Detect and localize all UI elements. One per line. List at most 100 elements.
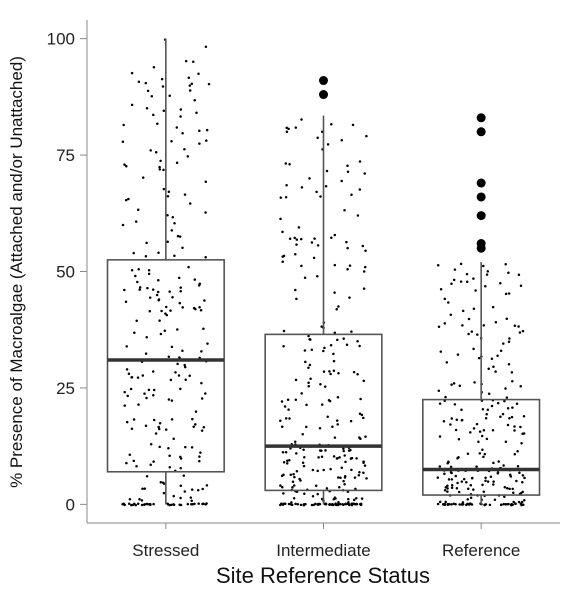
- jitter-point: [478, 430, 482, 433]
- jitter-point: [520, 442, 523, 445]
- jitter-point: [359, 437, 362, 440]
- jitter-point: [503, 399, 506, 403]
- jitter-point: [132, 418, 136, 421]
- jitter-point: [467, 332, 470, 336]
- jitter-point: [127, 372, 131, 375]
- jitter-point: [204, 45, 208, 49]
- jitter-point: [279, 217, 282, 221]
- jitter-point: [166, 240, 169, 244]
- jitter-point: [317, 502, 321, 506]
- jitter-point: [184, 378, 187, 382]
- jitter-point: [134, 220, 138, 223]
- jitter-point: [504, 387, 507, 390]
- jitter-point: [152, 460, 155, 463]
- jitter-point: [518, 471, 521, 474]
- jitter-point: [170, 139, 173, 143]
- y-axis-title: % Presence of Macroalgae (Attached and/o…: [7, 56, 26, 488]
- jitter-point: [138, 288, 141, 291]
- jitter-point: [316, 492, 319, 496]
- box-reference: [422, 398, 541, 496]
- jitter-point: [500, 503, 503, 507]
- jitter-point: [195, 111, 198, 114]
- jitter-point: [337, 305, 340, 308]
- jitter-point: [517, 273, 521, 277]
- jitter-point: [450, 417, 454, 420]
- jitter-point: [179, 387, 182, 391]
- jitter-point: [282, 329, 286, 333]
- jitter-point: [303, 492, 306, 495]
- y-tick-label: 25: [56, 379, 75, 398]
- jitter-point: [336, 423, 339, 426]
- jitter-point: [453, 403, 457, 406]
- jitter-point: [438, 465, 442, 468]
- jitter-point: [282, 460, 286, 464]
- jitter-point: [178, 235, 182, 238]
- jitter-point: [330, 236, 333, 240]
- jitter-point: [333, 436, 337, 439]
- jitter-point: [169, 309, 172, 312]
- jitter-point: [312, 503, 316, 507]
- jitter-point: [308, 363, 312, 367]
- jitter-point: [144, 81, 148, 85]
- jitter-point: [173, 221, 176, 225]
- jitter-point: [295, 243, 298, 246]
- jitter-point: [171, 216, 175, 219]
- jitter-point: [144, 352, 148, 355]
- jitter-point: [299, 503, 303, 507]
- jitter-point: [485, 437, 489, 441]
- jitter-point: [309, 338, 312, 341]
- jitter-point: [497, 460, 500, 463]
- jitter-point: [472, 347, 475, 351]
- jitter-point: [294, 502, 297, 506]
- jitter-point: [130, 268, 134, 272]
- jitter-point: [465, 480, 468, 484]
- jitter-point: [519, 385, 522, 388]
- outlier-point: [476, 211, 486, 221]
- jitter-point: [444, 395, 447, 399]
- jitter-point: [446, 484, 449, 488]
- jitter-point: [484, 503, 488, 506]
- jitter-point: [182, 474, 186, 477]
- jitter-point: [121, 140, 125, 143]
- jitter-point: [302, 464, 306, 468]
- jitter-point: [161, 85, 165, 88]
- jitter-point: [482, 264, 485, 268]
- jitter-point: [485, 273, 489, 276]
- jitter-point: [512, 491, 515, 494]
- jitter-point: [332, 503, 335, 506]
- jitter-point: [346, 267, 349, 271]
- jitter-point: [516, 450, 519, 453]
- jitter-point: [292, 473, 295, 476]
- jitter-point: [354, 487, 357, 491]
- jitter-point: [327, 399, 331, 402]
- jitter-point: [168, 466, 172, 469]
- plot-panel: 0 25 50 75 100 Stressed Intermediate Reference: [47, 20, 560, 560]
- jitter-point: [197, 284, 201, 287]
- jitter-point: [333, 496, 337, 499]
- jitter-point: [512, 500, 515, 504]
- jitter-point: [474, 289, 477, 292]
- jitter-point: [290, 501, 293, 504]
- jitter-point: [166, 502, 169, 505]
- jitter-point: [154, 150, 158, 154]
- jitter-point: [310, 241, 314, 244]
- jitter-point: [284, 417, 288, 420]
- jitter-point: [346, 170, 350, 174]
- jitter-point: [513, 429, 516, 432]
- jitter-point: [152, 502, 155, 506]
- jitter-point: [320, 403, 324, 406]
- jitter-point: [137, 403, 140, 406]
- jitter-point: [323, 346, 326, 350]
- jitter-point: [514, 502, 517, 505]
- jitter-point: [476, 333, 479, 336]
- jitter-point: [351, 123, 355, 127]
- jitter-point: [188, 89, 192, 92]
- jitter-point: [311, 468, 315, 472]
- jitter-point: [134, 274, 137, 278]
- jitter-point: [314, 484, 318, 487]
- jitter-point: [444, 500, 447, 504]
- jitter-point: [333, 331, 337, 334]
- jitter-point: [436, 263, 440, 267]
- jitter-point: [325, 169, 329, 173]
